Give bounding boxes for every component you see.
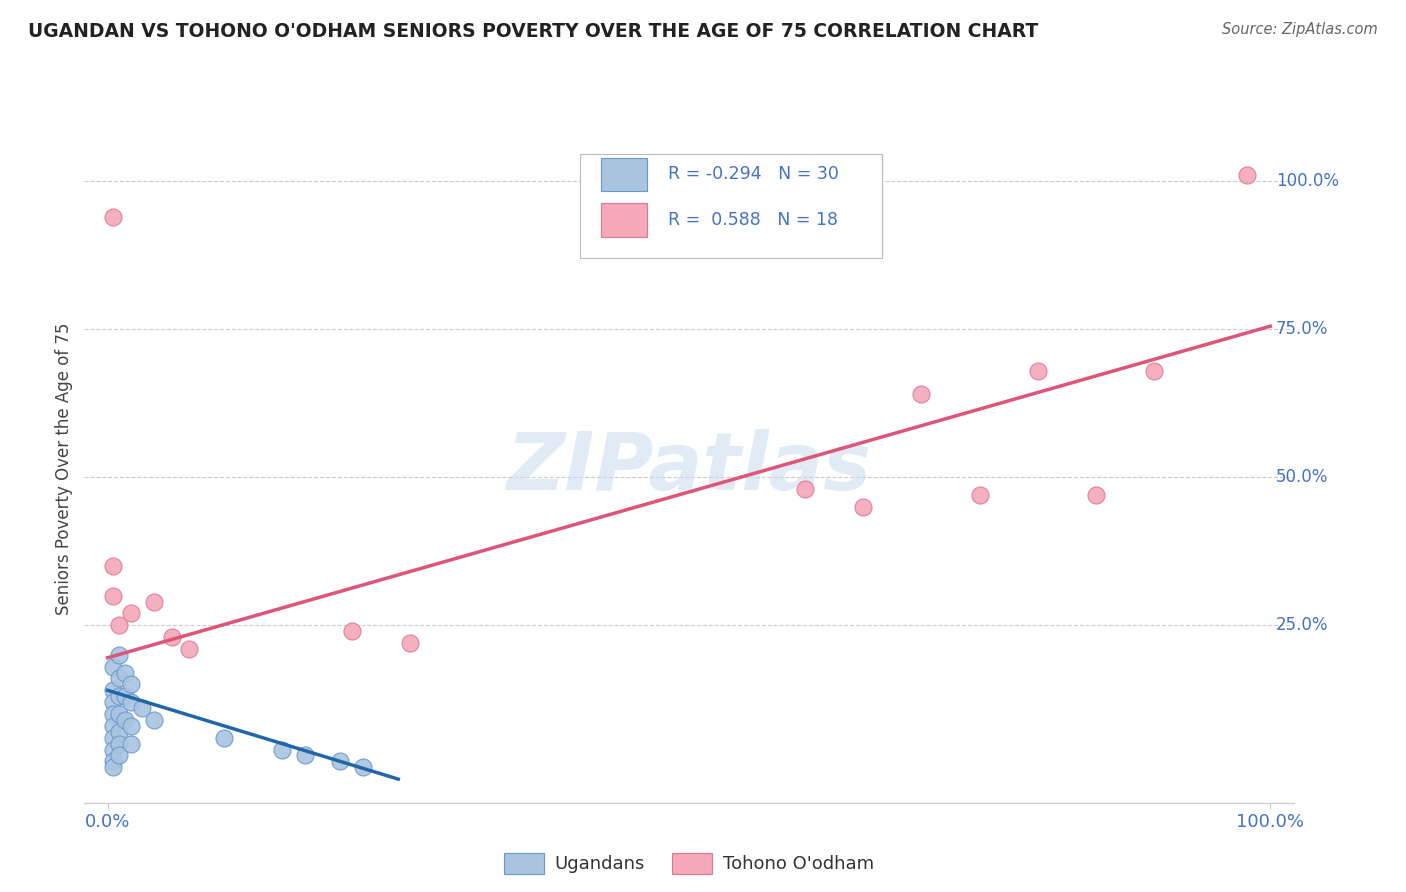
Point	[120, 695, 142, 709]
Point	[108, 618, 131, 632]
Text: 75.0%: 75.0%	[1277, 320, 1329, 338]
Point	[103, 760, 125, 774]
Point	[108, 690, 131, 704]
Point	[120, 719, 142, 733]
Point	[177, 641, 200, 656]
Point	[114, 665, 136, 680]
Point	[108, 672, 131, 686]
Point	[131, 701, 153, 715]
Point	[103, 695, 125, 709]
Point	[399, 636, 422, 650]
Point	[108, 706, 131, 721]
Point	[103, 659, 125, 673]
Point	[160, 630, 183, 644]
Text: ZIPatlas: ZIPatlas	[506, 429, 872, 508]
Text: 50.0%: 50.0%	[1277, 468, 1329, 486]
Point	[108, 724, 131, 739]
Point	[114, 690, 136, 704]
Text: R =  0.588   N = 18: R = 0.588 N = 18	[668, 211, 838, 229]
Text: 25.0%: 25.0%	[1277, 616, 1329, 634]
Point	[969, 488, 991, 502]
Point	[103, 731, 125, 745]
Point	[103, 742, 125, 756]
Point	[1236, 168, 1258, 182]
Point	[120, 737, 142, 751]
Point	[108, 737, 131, 751]
Point	[114, 713, 136, 727]
Point	[271, 742, 294, 756]
Text: UGANDAN VS TOHONO O'ODHAM SENIORS POVERTY OVER THE AGE OF 75 CORRELATION CHART: UGANDAN VS TOHONO O'ODHAM SENIORS POVERT…	[28, 22, 1039, 41]
Point	[103, 589, 125, 603]
FancyBboxPatch shape	[600, 203, 647, 236]
Point	[1143, 363, 1166, 377]
Point	[103, 683, 125, 698]
Point	[108, 648, 131, 662]
Point	[852, 500, 875, 514]
Point	[108, 748, 131, 763]
Point	[910, 387, 932, 401]
Point	[103, 755, 125, 769]
Point	[103, 719, 125, 733]
Point	[329, 755, 352, 769]
Point	[340, 624, 363, 639]
Point	[212, 731, 235, 745]
FancyBboxPatch shape	[581, 154, 883, 258]
Point	[143, 594, 166, 608]
Legend: Ugandans, Tohono O'odham: Ugandans, Tohono O'odham	[496, 846, 882, 880]
Point	[103, 706, 125, 721]
Point	[294, 748, 316, 763]
Point	[794, 482, 817, 496]
FancyBboxPatch shape	[600, 158, 647, 191]
Point	[103, 559, 125, 574]
Point	[143, 713, 166, 727]
Point	[352, 760, 374, 774]
Text: 100.0%: 100.0%	[1277, 172, 1339, 190]
Point	[120, 607, 142, 621]
Point	[103, 210, 125, 224]
Y-axis label: Seniors Poverty Over the Age of 75: Seniors Poverty Over the Age of 75	[55, 322, 73, 615]
Point	[1026, 363, 1049, 377]
Text: R = -0.294   N = 30: R = -0.294 N = 30	[668, 165, 839, 184]
Point	[1084, 488, 1107, 502]
Text: Source: ZipAtlas.com: Source: ZipAtlas.com	[1222, 22, 1378, 37]
Point	[120, 677, 142, 691]
